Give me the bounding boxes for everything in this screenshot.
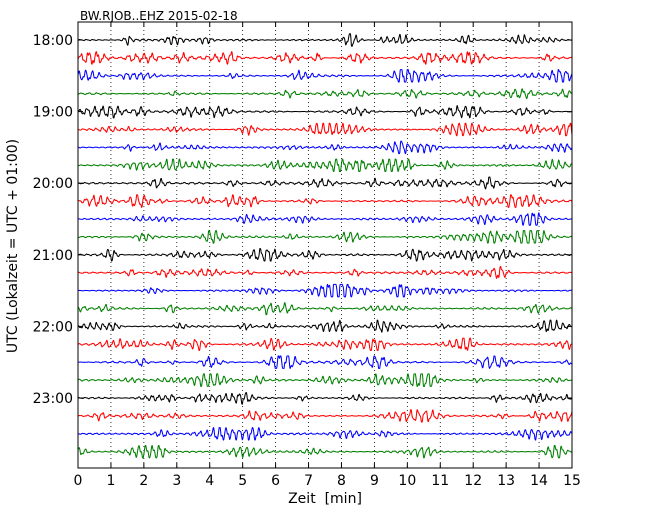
x-tick-label: 4 xyxy=(205,473,214,489)
x-tick-label: 14 xyxy=(530,473,548,489)
trace-2145 xyxy=(77,302,573,316)
trace-1800 xyxy=(77,33,573,47)
y-tick-label: 20:00 xyxy=(33,176,73,192)
trace-1815 xyxy=(77,51,573,65)
trace-2115 xyxy=(77,265,573,279)
grid-lines xyxy=(110,22,540,468)
trace-1830 xyxy=(77,69,573,83)
seismic-traces xyxy=(77,33,573,459)
y-tick-label: 22:00 xyxy=(33,319,73,335)
x-tick-label: 15 xyxy=(563,473,581,489)
chart-title: BW.RJOB..EHZ 2015-02-18 xyxy=(80,9,238,23)
trace-1900 xyxy=(77,105,573,119)
trace-1945 xyxy=(77,158,573,173)
x-tick-label: 13 xyxy=(497,473,515,489)
y-tick-label: 21:00 xyxy=(33,248,73,264)
x-tick-label: 2 xyxy=(139,473,148,489)
x-axis-ticks: 0 1 2 3 4 5 6 7 8 9 10 11 12 13 14 15 xyxy=(74,22,581,489)
x-axis-label: Zeit [min] xyxy=(288,491,362,507)
y-axis-ticks: 18:00 19:00 20:00 21:00 22:00 23:00 xyxy=(33,33,572,407)
x-tick-label: 8 xyxy=(337,473,346,489)
x-tick-label: 5 xyxy=(238,473,247,489)
y-tick-label: 19:00 xyxy=(33,105,73,121)
trace-2230 xyxy=(77,355,573,369)
trace-2000 xyxy=(77,176,573,190)
trace-2200 xyxy=(77,319,573,333)
trace-2045 xyxy=(77,230,573,244)
trace-1915 xyxy=(77,122,573,137)
trace-2315 xyxy=(77,409,573,423)
x-tick-label: 6 xyxy=(271,473,280,489)
trace-2030 xyxy=(77,212,573,226)
x-tick-label: 7 xyxy=(304,473,313,489)
y-axis-label: UTC (Lokalzeit = UTC + 01:00) xyxy=(5,139,21,353)
x-tick-label: 1 xyxy=(106,473,115,489)
x-tick-label: 9 xyxy=(370,473,379,489)
x-tick-label: 11 xyxy=(431,473,449,489)
x-tick-label: 3 xyxy=(172,473,181,489)
x-tick-label: 10 xyxy=(398,473,416,489)
trace-1930 xyxy=(77,140,573,155)
trace-2215 xyxy=(77,337,573,352)
trace-2330 xyxy=(77,427,573,441)
trace-2300 xyxy=(77,391,573,405)
trace-2100 xyxy=(77,248,573,262)
trace-2245 xyxy=(77,373,573,387)
y-tick-label: 23:00 xyxy=(33,391,73,407)
x-tick-label: 12 xyxy=(464,473,482,489)
trace-2130 xyxy=(77,283,573,298)
axes-frame xyxy=(77,21,573,469)
x-tick-label: 0 xyxy=(74,473,83,489)
trace-2345 xyxy=(77,444,573,459)
y-tick-label: 18:00 xyxy=(33,33,73,49)
trace-2015 xyxy=(77,194,573,208)
trace-1845 xyxy=(77,88,573,100)
